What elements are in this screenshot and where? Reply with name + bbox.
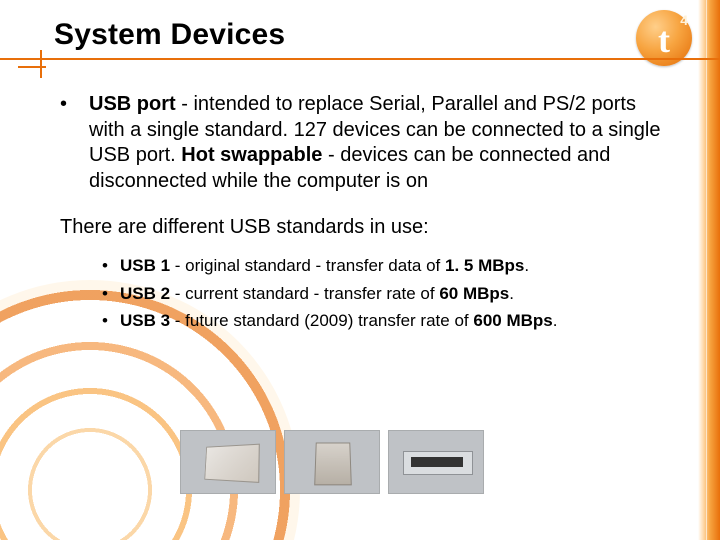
bullet-marker: • xyxy=(102,253,108,279)
usb-type-a-socket-photo xyxy=(388,430,484,494)
decorative-right-band xyxy=(698,0,720,540)
usb1-mid: - original standard - transfer data of xyxy=(170,256,445,275)
title-cross-v xyxy=(40,50,42,78)
bullet-marker: • xyxy=(102,281,108,307)
usb1-rate: 1. 5 MBps xyxy=(445,256,524,275)
usb3-end: . xyxy=(553,311,558,330)
title-underline xyxy=(0,58,720,60)
hot-swappable-label: Hot swappable xyxy=(181,144,322,166)
usb1-label: USB 1 xyxy=(120,256,170,275)
usb-standards-list: • USB 1 - original standard - transfer d… xyxy=(102,253,670,334)
main-bullet: • USB port - intended to replace Serial,… xyxy=(60,92,670,194)
list-item: • USB 3 - future standard (2009) transfe… xyxy=(102,308,670,334)
usb-type-a-plug-photo xyxy=(180,430,276,494)
usb-image-row xyxy=(180,430,484,494)
usb3-label: USB 3 xyxy=(120,311,170,330)
usb-port-label: USB port xyxy=(89,93,176,115)
bullet-marker: • xyxy=(60,92,67,194)
usb2-mid: - current standard - transfer rate of xyxy=(170,284,439,303)
usb3-rate: 600 MBps xyxy=(473,311,552,330)
main-bullet-text: USB port - intended to replace Serial, P… xyxy=(89,92,670,194)
list-item: • USB 1 - original standard - transfer d… xyxy=(102,253,670,279)
usb2-end: . xyxy=(509,284,514,303)
intro-line: There are different USB standards in use… xyxy=(60,216,670,239)
slide-root: t 4 System Devices • USB port - intended… xyxy=(0,0,720,540)
body-content: • USB port - intended to replace Serial,… xyxy=(60,92,670,336)
usb2-label: USB 2 xyxy=(120,284,170,303)
list-item-text: USB 1 - original standard - transfer dat… xyxy=(120,253,529,279)
logo-letter: t xyxy=(658,22,670,58)
logo-superscript: 4 xyxy=(680,12,688,28)
list-item-text: USB 2 - current standard - transfer rate… xyxy=(120,281,514,307)
bullet-marker: • xyxy=(102,308,108,334)
usb1-end: . xyxy=(524,256,529,275)
title-area: System Devices xyxy=(54,18,610,52)
usb-type-b-plug-photo xyxy=(284,430,380,494)
list-item-text: USB 3 - future standard (2009) transfer … xyxy=(120,308,558,334)
list-item: • USB 2 - current standard - transfer ra… xyxy=(102,281,670,307)
usb2-rate: 60 MBps xyxy=(439,284,509,303)
usb3-mid: - future standard (2009) transfer rate o… xyxy=(170,311,473,330)
page-title: System Devices xyxy=(54,18,610,52)
